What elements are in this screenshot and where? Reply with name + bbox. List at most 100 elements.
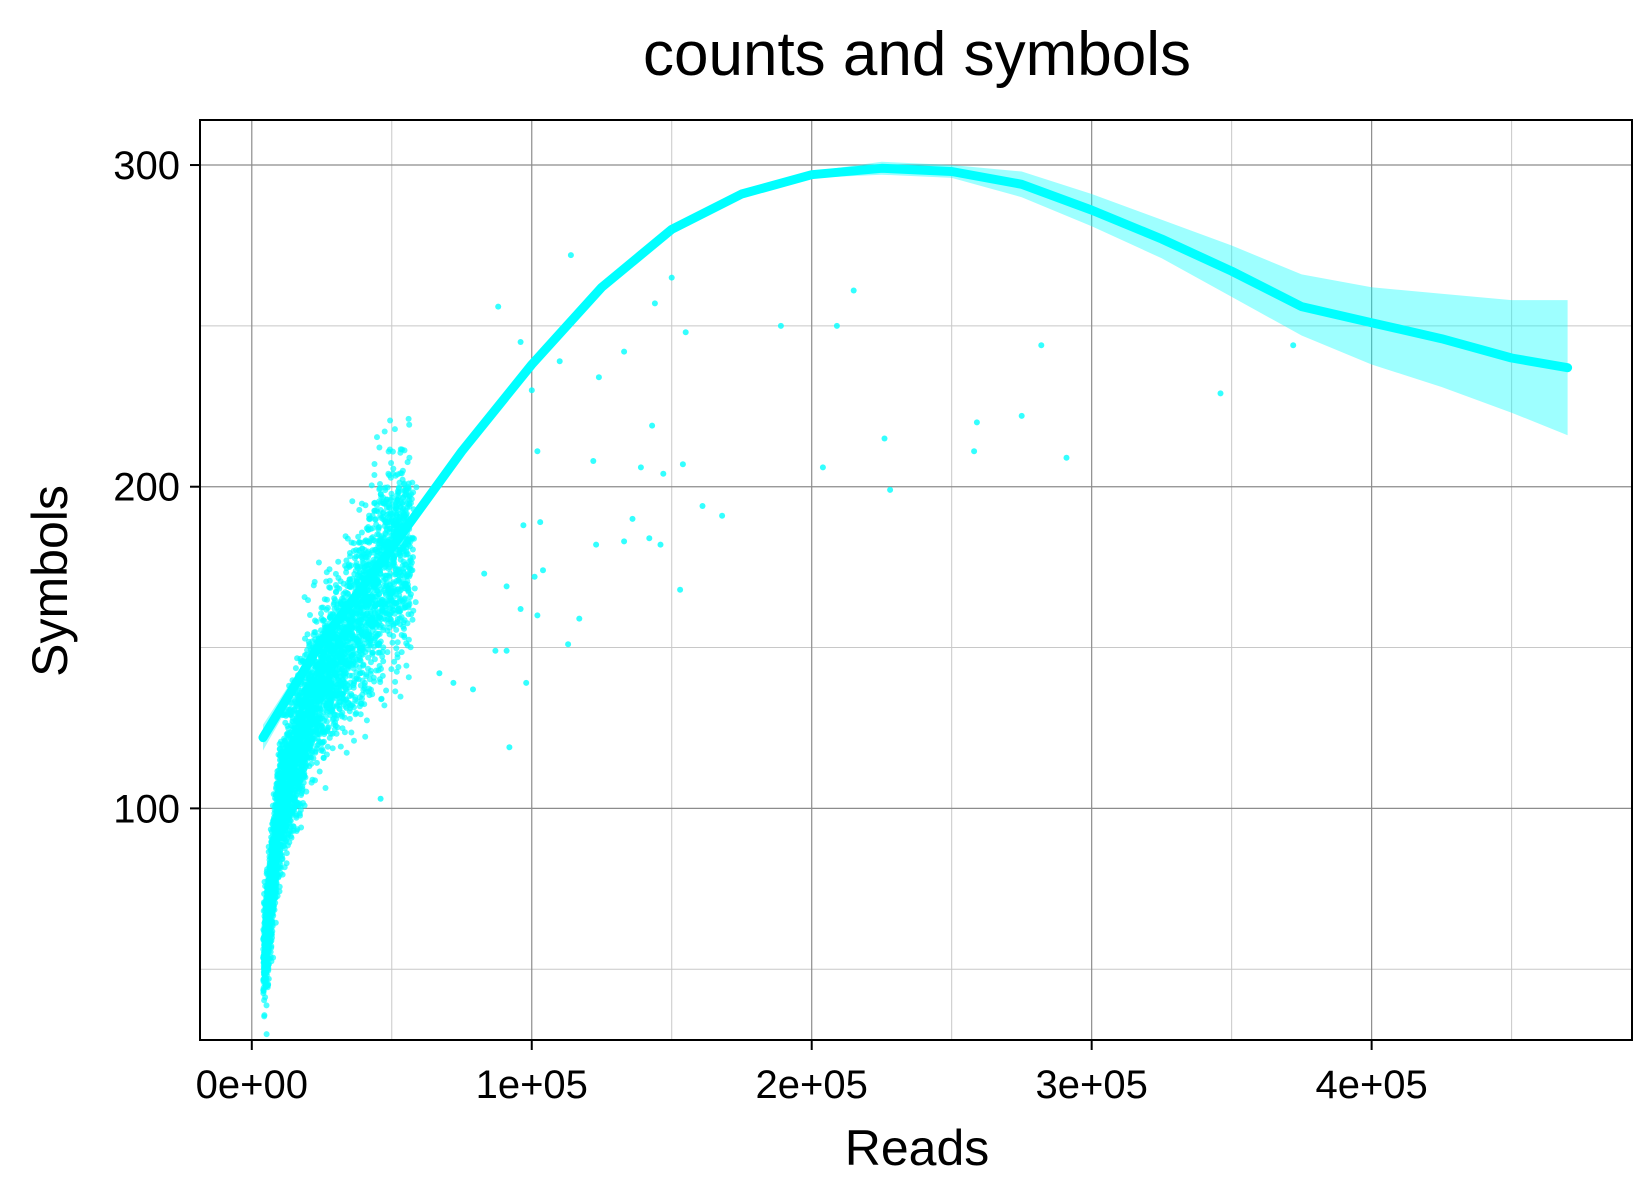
data-point [281, 737, 288, 744]
data-point [407, 594, 414, 600]
data-point [310, 582, 317, 589]
data-point [330, 611, 337, 618]
data-point [352, 580, 359, 587]
data-point [271, 864, 278, 871]
data-point [327, 650, 334, 657]
data-point [354, 563, 361, 570]
data-point [393, 525, 400, 532]
data-point [390, 465, 397, 472]
data-point [377, 481, 383, 487]
data-point [272, 833, 279, 840]
data-point [386, 525, 393, 532]
data-point [281, 788, 287, 795]
data-point [303, 739, 310, 746]
y-axis-ticks: 100 200 300 [113, 144, 200, 831]
data-point [396, 588, 403, 595]
data-point [314, 684, 321, 691]
data-point [394, 471, 401, 478]
data-point [395, 484, 402, 491]
data-point [397, 446, 404, 453]
data-point [668, 274, 675, 281]
plot-area [200, 120, 1632, 1040]
data-point [850, 287, 857, 294]
data-point [777, 322, 784, 329]
data-point [409, 546, 416, 553]
data-point [315, 559, 322, 566]
data-point [397, 621, 404, 628]
data-point [286, 750, 293, 757]
data-point [365, 665, 371, 672]
data-point [285, 831, 292, 838]
data-point [391, 610, 398, 617]
data-point [286, 839, 293, 846]
data-point [295, 728, 302, 735]
data-point [359, 677, 366, 684]
data-point [287, 796, 294, 803]
data-point [367, 587, 374, 594]
data-point [287, 705, 294, 712]
data-point [413, 484, 420, 491]
data-point [333, 730, 340, 737]
data-point [576, 615, 583, 622]
data-point [290, 736, 297, 743]
data-point [342, 533, 349, 540]
data-point [318, 610, 324, 617]
data-point [1290, 342, 1297, 349]
smooth-curve [258, 163, 1573, 743]
data-point [277, 746, 283, 753]
data-point [371, 472, 378, 478]
data-point [372, 516, 379, 523]
y-tick-label: 300 [113, 144, 180, 188]
data-point [339, 682, 346, 689]
data-point [338, 624, 345, 631]
data-point [351, 555, 358, 562]
x-tick-label: 2e+05 [756, 1063, 868, 1107]
data-point [372, 610, 379, 617]
data-point [290, 784, 296, 791]
data-point [356, 641, 363, 648]
data-point [384, 627, 391, 634]
data-point [395, 664, 402, 670]
data-point [386, 593, 393, 600]
data-point [358, 529, 365, 536]
data-point [374, 434, 380, 441]
data-point [300, 732, 307, 739]
data-point [281, 842, 287, 849]
data-point [289, 810, 296, 817]
data-point [308, 760, 315, 767]
data-point [388, 490, 395, 497]
data-point [357, 711, 364, 718]
data-point [388, 666, 395, 673]
data-point [378, 665, 384, 672]
x-axis-ticks: 0e+00 1e+05 2e+05 3e+05 4e+05 [196, 1040, 1428, 1107]
data-point [520, 522, 527, 529]
data-point [406, 534, 413, 541]
data-point [318, 722, 325, 729]
data-point [367, 670, 374, 677]
data-point [971, 448, 978, 455]
data-point [401, 617, 408, 624]
data-point [289, 757, 296, 763]
data-point [450, 679, 457, 686]
data-point [346, 576, 353, 583]
data-point [364, 538, 371, 545]
data-point [330, 657, 336, 664]
data-point [270, 954, 277, 961]
data-point [378, 695, 385, 702]
data-point [390, 588, 397, 595]
data-point [372, 635, 379, 642]
data-point [388, 460, 395, 466]
data-point [470, 686, 476, 693]
data-point [406, 421, 413, 428]
data-point [374, 601, 381, 608]
data-point [1217, 390, 1224, 397]
data-point [406, 503, 413, 510]
data-point [392, 678, 399, 685]
data-point [362, 733, 369, 740]
data-point [286, 817, 293, 824]
y-tick-label: 200 [113, 466, 180, 510]
data-point [349, 652, 356, 659]
data-point [296, 713, 302, 720]
data-point [372, 593, 379, 600]
data-point [375, 526, 382, 533]
